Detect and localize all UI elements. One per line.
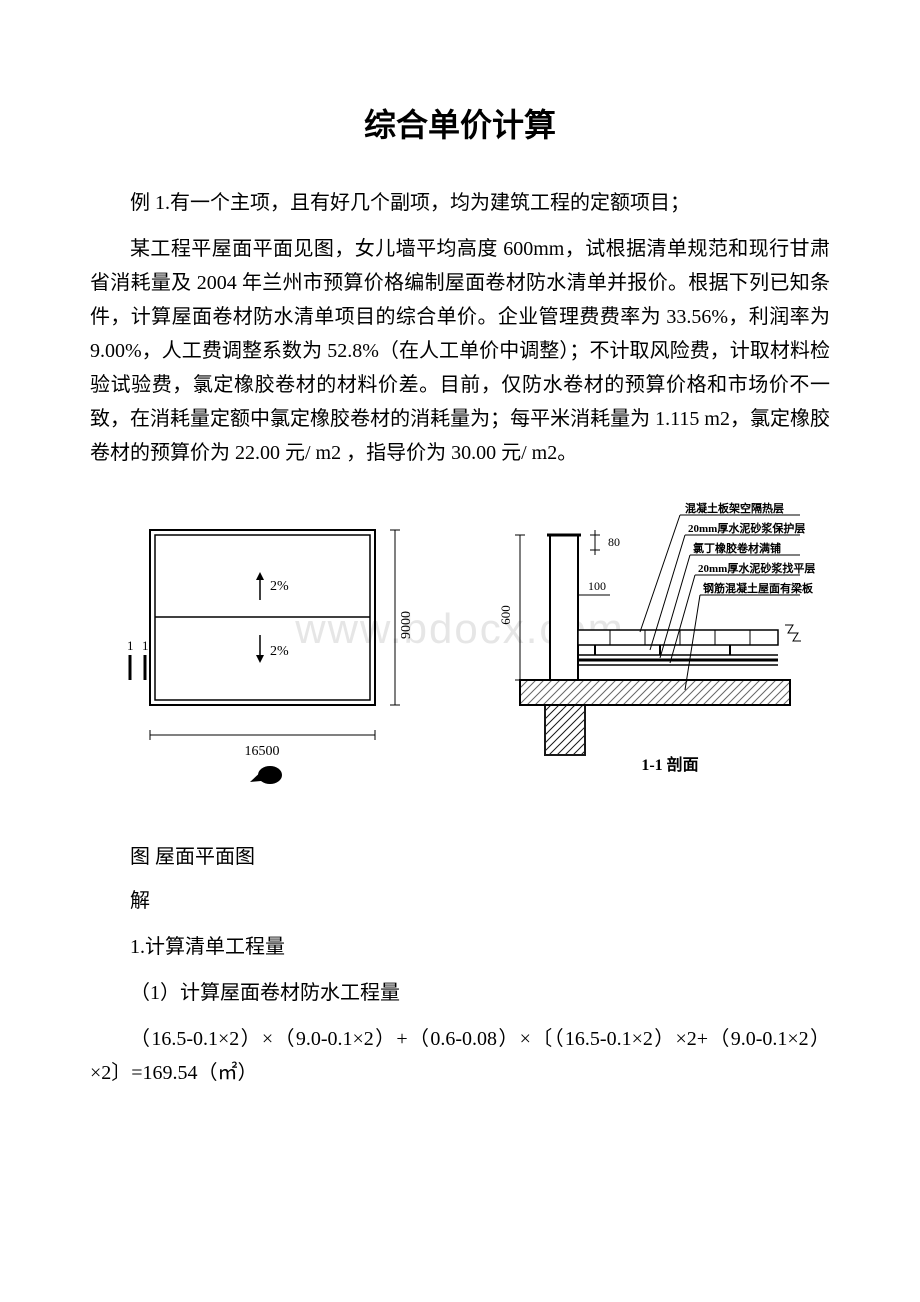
section-title: 1-1 剖面	[641, 755, 698, 774]
dim-width: 16500	[245, 744, 280, 759]
paragraph-step1: 1.计算清单工程量	[90, 930, 830, 964]
svg-text:1: 1	[142, 638, 149, 653]
paragraph-calc: （16.5-0.1×2）×（9.0-0.1×2）+（0.6-0.08）×〔（16…	[90, 1022, 830, 1090]
dim-80: 80	[608, 535, 620, 549]
dim-height: 9000	[399, 611, 414, 639]
figure-container: 2% 2% 1 1 9000 16500	[90, 500, 830, 820]
page-title: 综合单价计算	[90, 100, 830, 146]
dim-600: 600	[498, 605, 513, 625]
dim-100: 100	[588, 579, 606, 593]
layer-label-4: 钢筋混凝土屋面有梁板	[703, 581, 814, 595]
layer-label-2: 氯丁橡胶卷材满铺	[693, 541, 781, 555]
roof-diagram: 2% 2% 1 1 9000 16500	[100, 500, 820, 820]
layer-label-3: 20mm厚水泥砂浆找平层	[698, 561, 815, 575]
slope-label-2: 2%	[270, 644, 289, 659]
paragraph-example: 例 1.有一个主项，且有好几个副项，均为建筑工程的定额项目；	[90, 186, 830, 220]
plan-view: 2% 2% 1 1 9000 16500	[127, 530, 414, 784]
section-view: 600 80 100 混凝土板架空隔热层 20mm厚水泥砂浆保护层 氯丁橡胶卷材…	[498, 501, 815, 774]
paragraph-body: 某工程平屋面平面见图，女儿墙平均高度 600mm，试根据清单规范和现行甘肃省消耗…	[90, 232, 830, 470]
layer-label-0: 混凝土板架空隔热层	[685, 501, 784, 515]
figure-caption: 图 屋面平面图	[130, 840, 830, 869]
paragraph-solution: 解	[90, 884, 830, 918]
slope-label-1: 2%	[270, 579, 289, 594]
svg-text:1: 1	[127, 638, 134, 653]
paragraph-substep1: （1）计算屋面卷材防水工程量	[90, 976, 830, 1010]
layer-label-1: 20mm厚水泥砂浆保护层	[688, 521, 805, 535]
